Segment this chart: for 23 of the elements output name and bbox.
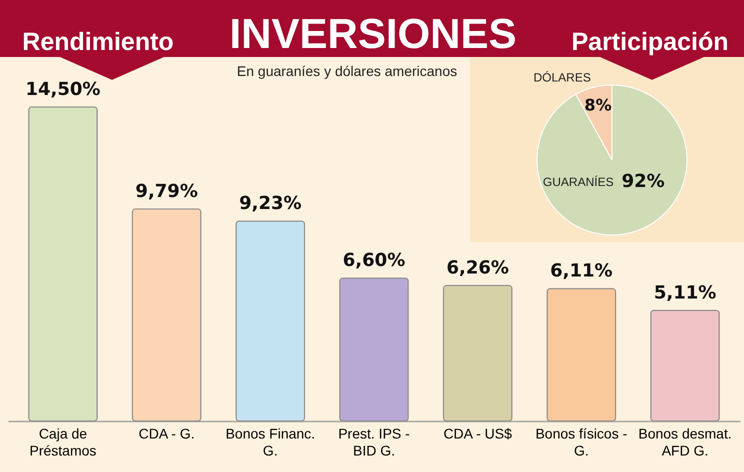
text: INVERSIONES — [229, 10, 517, 57]
chart-title: Rendimiento — [22, 28, 174, 56]
x-tick-label: Caja de Préstamos — [29, 426, 96, 458]
data-label: 9,23% — [239, 193, 302, 214]
data-label: 6,11% — [550, 260, 613, 282]
data-label: 6,26% — [446, 257, 509, 278]
pie-slice — [536, 84, 688, 236]
data-label: 92% — [622, 170, 665, 192]
slice-label: GUARANÍES — [542, 174, 614, 189]
text: En guaraníes y dólares americanos — [236, 63, 458, 79]
x-tick-label: Bonos Financ. G. — [226, 426, 316, 458]
data-label: 8% — [584, 96, 612, 115]
data-label: 9,79% — [135, 180, 198, 202]
data-label: 6,60% — [342, 250, 406, 272]
chart-title: Participación — [572, 28, 728, 56]
x-tick-label: CDA - US$ — [443, 426, 512, 442]
data-label: 5,11% — [654, 282, 716, 304]
x-tick-label: Prest. IPS - BID G. — [338, 426, 410, 458]
x-tick-label: Bonos desmat. AFD G. — [638, 426, 732, 458]
x-tick-label: CDA - G. — [138, 426, 195, 442]
slice-label: DÓLARES — [534, 70, 591, 85]
data-label: 14,50% — [25, 79, 100, 100]
x-tick-label: Bonos físicos - G. — [535, 426, 628, 458]
